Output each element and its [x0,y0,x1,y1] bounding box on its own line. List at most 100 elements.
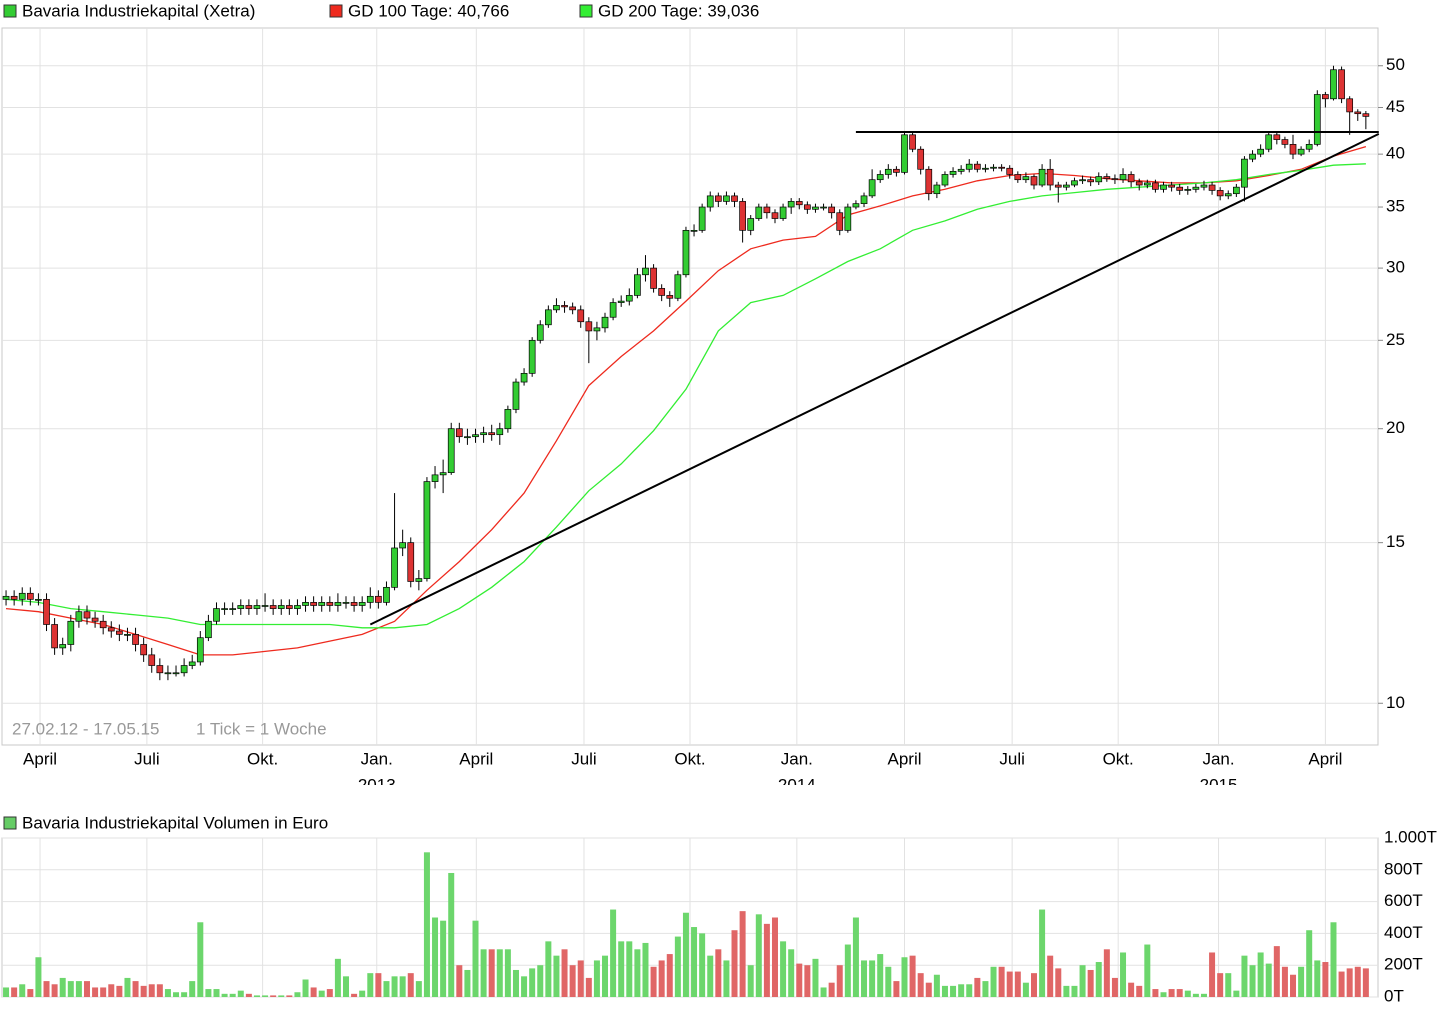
candle-body [561,305,568,308]
candle-body [1208,184,1216,191]
volume-bar [245,993,252,997]
candle-body [1176,186,1184,191]
candle-body [1192,186,1200,190]
volume-bar [124,977,131,997]
legend-swatch [3,816,17,830]
volume-bar [1209,952,1216,997]
volume-bar [407,973,414,997]
volume-bar [1225,973,1232,997]
candle-body [1313,94,1321,145]
candle-body [812,206,819,210]
candle-body [1135,181,1143,186]
x-tick-label: Jan. [1202,749,1234,768]
volume-bar [116,985,123,997]
volume-chart: 0T 200T 400T 600T 800T 1.000T [2,827,1437,1005]
volume-bar [1071,985,1078,997]
volume-bar [156,984,163,997]
volume-bar [836,965,843,997]
volume-bar [1265,963,1272,997]
volume-bar [108,984,115,997]
volume-bar [699,933,706,997]
candle-body [2,595,10,600]
volume-bar [83,981,90,997]
volume-bar [974,977,981,997]
volume-bar [148,984,155,997]
volume-bar [731,930,738,997]
candle-body [415,578,423,582]
volume-bar [1314,960,1321,997]
volume-bar [998,966,1005,997]
volume-bar [634,949,641,997]
volume-bar [1168,989,1175,997]
volume-bar [415,981,422,997]
volume-bar [43,981,50,997]
volume-bar [1322,962,1329,997]
candle-body [933,184,941,195]
candle-body [1006,167,1014,175]
volume-bar [334,958,341,997]
y-tick-label: 25 [1386,330,1405,349]
x-tick-label: Okt. [1103,749,1134,768]
volume-bar [1354,966,1361,997]
candle-body [1111,178,1119,181]
candle-body [253,605,261,609]
volume-bar [326,989,333,997]
candle-body [625,295,633,302]
volume-bar [1063,985,1070,997]
legend-swatch [329,4,343,18]
year-label: 2013 [358,775,396,794]
volume-bar [496,949,503,997]
volume-bar [812,958,819,997]
volume-bar [658,960,665,997]
candle-body [455,428,463,438]
candle-body [634,274,641,296]
volume-bar [771,917,778,997]
candle-body [820,206,827,209]
volume-bar [747,965,754,997]
candle-body [464,436,471,439]
candle-body [1249,153,1256,160]
volume-bar [828,982,835,997]
chart-title: Bavaria Industriekapital Volumen in Euro [22,813,328,832]
candle-body [1233,186,1240,195]
candle-body [261,605,269,607]
volume-bar [3,987,10,997]
y-tick-label: 400T [1384,923,1423,942]
annotation: 1 Tick = 1 Woche [196,719,327,738]
volume-bar [488,949,495,997]
volume-bar [213,989,220,997]
candle-body [650,267,657,289]
volume-bar [852,917,859,997]
volume-bar [861,960,868,997]
candle-body [1184,188,1192,191]
candle-body [1224,193,1232,197]
volume-bar [610,909,617,997]
volume-bar [885,966,892,997]
volume-bar [27,989,34,997]
volume-bar [917,973,924,997]
candle-body [164,672,172,675]
volume-bar [1273,946,1280,997]
candle-body [593,327,601,332]
candle-body [965,163,973,170]
volume-bar [205,989,212,997]
candle-body [35,598,42,601]
volume-bar [351,993,358,997]
candle-body [245,605,253,609]
y-tick-label: 20 [1386,418,1405,437]
volume-bar [869,960,876,997]
volume-bar [691,927,698,997]
volume-bar [739,911,746,997]
y-tick-label: 50 [1386,55,1405,74]
volume-bar [51,984,58,997]
candle-body [399,542,407,549]
volume-bar [512,969,519,997]
candle-body [763,206,771,214]
x-tick-label: April [1308,749,1342,768]
candle-body [1054,184,1062,188]
candle-body [431,474,439,482]
volume-bar [294,992,301,997]
volume-bar [1144,944,1151,997]
x-tick-label: Juli [134,749,160,768]
candle-body [172,672,180,675]
